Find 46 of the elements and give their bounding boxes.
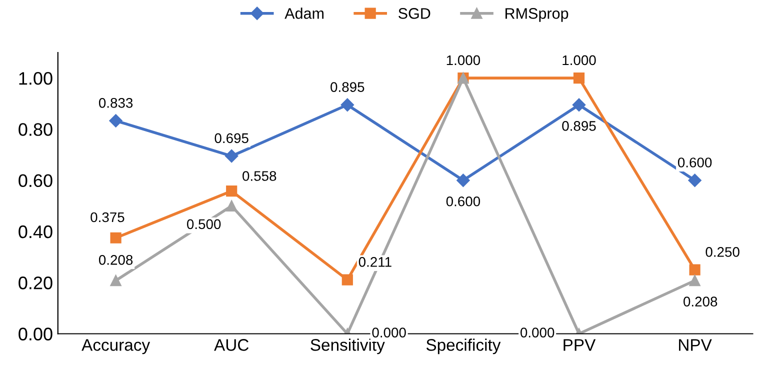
point: [109, 114, 122, 128]
data-label: 0.250: [706, 247, 740, 257]
data-label: 0.000: [372, 328, 406, 338]
data-label: 0.600: [678, 158, 712, 168]
x-tick-label: Sensitivity: [310, 338, 385, 354]
data-label: 0.895: [330, 82, 364, 92]
point: [225, 149, 238, 163]
point: [572, 98, 586, 112]
data-label: 0.208: [98, 255, 133, 265]
point: [110, 275, 122, 286]
data-label: 0.895: [562, 121, 596, 131]
point: [110, 232, 122, 244]
x-tick-label: PPV: [564, 339, 596, 351]
point: [226, 200, 238, 212]
point: [340, 98, 354, 112]
y-tick-label: 1.00: [19, 72, 52, 85]
x-tick-label: Specificity: [426, 338, 501, 354]
point: [689, 275, 700, 286]
y-tick-label: 0.80: [18, 123, 52, 136]
data-label: 0.500: [186, 219, 221, 230]
y-tick-label: 0.40: [18, 225, 52, 238]
data-label: 0.833: [98, 98, 133, 108]
data-label: 1.000: [446, 55, 480, 66]
data-label: 1.000: [562, 55, 596, 66]
legend-label: SGD: [398, 8, 430, 19]
data-label: 0.208: [684, 296, 718, 307]
x-tick-label: Accuracy: [82, 339, 150, 354]
legend-label: RMSprop: [506, 8, 568, 22]
x-tick-label: AUC: [214, 339, 249, 351]
data-label: 0.600: [446, 196, 480, 206]
point: [226, 186, 238, 197]
point: [573, 72, 585, 84]
point: [688, 174, 702, 187]
data-label: 0.375: [90, 212, 124, 222]
point: [689, 264, 700, 276]
y-tick-label: 0.00: [18, 328, 52, 340]
point: [342, 274, 353, 286]
point: [456, 174, 470, 187]
data-label: 0.695: [214, 133, 248, 144]
y-tick-label: 0.60: [18, 174, 52, 188]
y-tick-label: 0.20: [18, 276, 52, 290]
data-label: 0.558: [242, 171, 276, 181]
data-label: 0.000: [520, 328, 554, 338]
data-label: 0.211: [358, 257, 392, 267]
legend-label: Adam: [284, 8, 324, 19]
x-tick-label: NPV: [679, 339, 712, 351]
